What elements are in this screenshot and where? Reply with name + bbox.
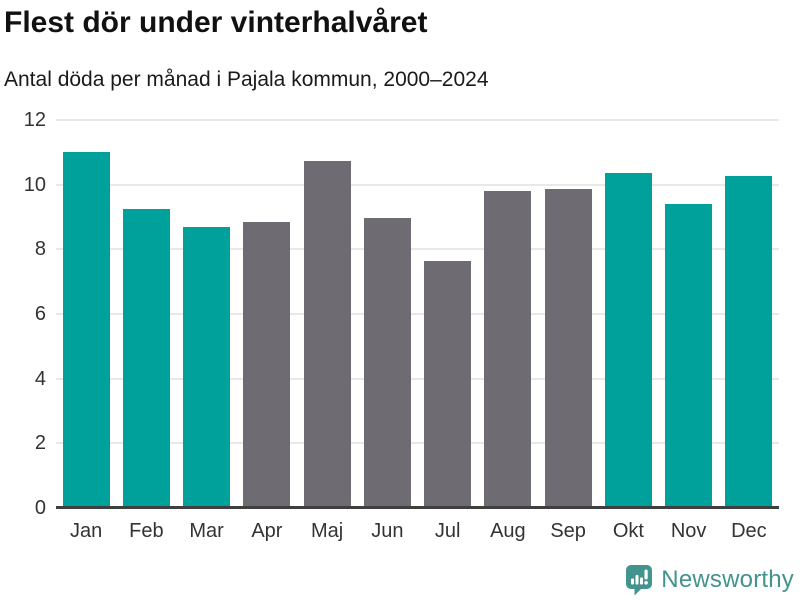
bar-slot-mar — [177, 120, 237, 508]
y-axis-labels: 0 2 4 6 8 10 12 — [0, 110, 46, 518]
bar-slot-apr — [237, 120, 297, 508]
x-tick-okt: Okt — [612, 520, 644, 542]
gridline-y10 — [56, 183, 779, 186]
bar-jan — [62, 152, 110, 508]
y-tick-0: 0 — [34, 497, 46, 519]
bar-okt — [604, 173, 652, 508]
y-tick-8: 8 — [34, 238, 46, 261]
x-tick-apr: Apr — [251, 520, 283, 542]
bar-slot-sep — [538, 120, 598, 508]
y-tick-12: 12 — [23, 109, 46, 131]
bar-slot-jul — [418, 120, 478, 508]
x-tick-jan: Jan — [70, 520, 103, 542]
gridline-y12 — [56, 119, 779, 121]
bar-apr — [243, 222, 291, 508]
newsworthy-logo-text: Newsworthy — [661, 565, 794, 593]
bar-sep — [544, 188, 592, 508]
x-tick-nov: Nov — [670, 520, 707, 542]
bar-slot-aug — [478, 120, 538, 508]
x-tick-aug: Aug — [490, 520, 526, 542]
plot-area — [56, 119, 779, 509]
bar-slot-okt — [598, 120, 658, 508]
x-tick-jul: Jul — [434, 520, 461, 542]
bar-slot-jan — [56, 120, 116, 508]
bar-slot-dec — [719, 120, 779, 508]
y-tick-4: 4 — [34, 367, 46, 390]
y-tick-6: 6 — [34, 303, 46, 325]
x-tick-dec: Dec — [731, 520, 767, 542]
x-axis-line — [56, 506, 779, 509]
bar-aug — [484, 191, 532, 508]
bar-jul — [424, 260, 472, 508]
gridline-y8 — [56, 248, 779, 251]
chart-title: Flest dör under vinterhalvåret — [4, 6, 428, 39]
x-tick-sep: Sep — [550, 520, 586, 542]
bar-dec — [725, 175, 773, 508]
bar-jun — [363, 218, 411, 508]
x-tick-maj: Maj — [311, 520, 344, 542]
gridline-y4 — [56, 377, 779, 380]
bar-slot-maj — [297, 120, 357, 508]
y-tick-10: 10 — [23, 173, 46, 196]
newsworthy-logo[interactable]: Newsworthy — [624, 563, 794, 596]
x-axis-labels: Jan Feb Mar Apr Maj Jun Jul Aug Sep Okt Nov Dec — [56, 518, 779, 544]
x-tick-feb: Feb — [129, 520, 164, 542]
bar-maj — [303, 161, 351, 508]
bar-feb — [122, 209, 170, 508]
gridline-y2 — [56, 442, 779, 445]
newsworthy-logo-icon — [626, 565, 653, 596]
x-tick-mar: Mar — [189, 520, 224, 542]
bar-nov — [665, 204, 713, 508]
y-tick-2: 2 — [34, 432, 46, 455]
bar-slot-feb — [116, 120, 176, 508]
gridline-y6 — [56, 313, 779, 315]
bar-mar — [183, 227, 231, 508]
x-tick-jun: Jun — [371, 520, 404, 542]
bar-slot-jun — [357, 120, 417, 508]
bar-slot-nov — [659, 120, 719, 508]
chart-subtitle: Antal döda per månad i Pajala kommun, 20… — [4, 68, 489, 91]
